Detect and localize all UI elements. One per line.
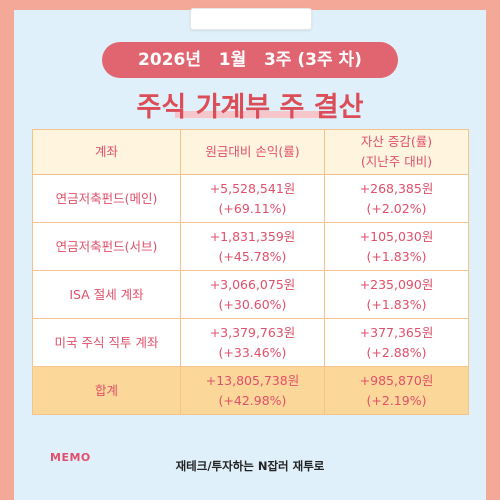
weekly-summary-table: 계좌 원금대비 손익(률) 자산 증감(률) (지난주 대비) 연금저축펀드(메… [32, 129, 469, 415]
change-cell: +377,365원 (+2.88%) [324, 318, 469, 367]
account-name: ISA 절세 계좌 [32, 270, 181, 319]
title-highlight [175, 111, 325, 118]
total-pnl-cell: +13,805,738원 (+42.98%) [180, 366, 325, 415]
table-row: ISA 절세 계좌 +3,066,075원 (+30.60%) +235,090원… [32, 270, 469, 319]
table-header-row: 계좌 원금대비 손익(률) 자산 증감(률) (지난주 대비) [32, 129, 469, 175]
pnl-cell: +3,066,075원 (+30.60%) [180, 270, 325, 319]
change-cell: +235,090원 (+1.83%) [324, 270, 469, 319]
header-change: 자산 증감(률) (지난주 대비) [324, 129, 469, 175]
change-cell: +105,030원 (+1.83%) [324, 222, 469, 271]
table-row: 연금저축펀드(서브) +1,831,359원 (+45.78%) +105,030… [32, 222, 469, 271]
pnl-cell: +5,528,541원 (+69.11%) [180, 174, 325, 223]
account-name: 연금저축펀드(서브) [32, 222, 181, 271]
total-label: 합계 [32, 366, 181, 415]
memo-label: MEMO [50, 451, 91, 464]
pnl-cell: +3,379,763원 (+33.46%) [180, 318, 325, 367]
pnl-cell: +1,831,359원 (+45.78%) [180, 222, 325, 271]
table-row: 연금저축펀드(메인) +5,528,541원 (+69.11%) +268,385… [32, 174, 469, 223]
total-change-cell: +985,870원 (+2.19%) [324, 366, 469, 415]
header-account: 계좌 [32, 129, 181, 175]
header-pnl: 원금대비 손익(률) [180, 129, 325, 175]
account-name: 미국 주식 직투 계좌 [32, 318, 181, 367]
paper-clip [190, 8, 312, 30]
footer-credit: 재테크/투자하는 N잡러 재투로 [175, 459, 325, 473]
table-row: 미국 주식 직투 계좌 +3,379,763원 (+33.46%) +377,36… [32, 318, 469, 367]
change-cell: +268,385원 (+2.02%) [324, 174, 469, 223]
total-row: 합계 +13,805,738원 (+42.98%) +985,870원 (+2.19… [32, 366, 469, 415]
page-title: 주식 가계부 주 결산 [136, 92, 364, 123]
period-badge: 2026년 1월 3주 (3주 차) [102, 42, 398, 78]
account-name: 연금저축펀드(메인) [32, 174, 181, 223]
